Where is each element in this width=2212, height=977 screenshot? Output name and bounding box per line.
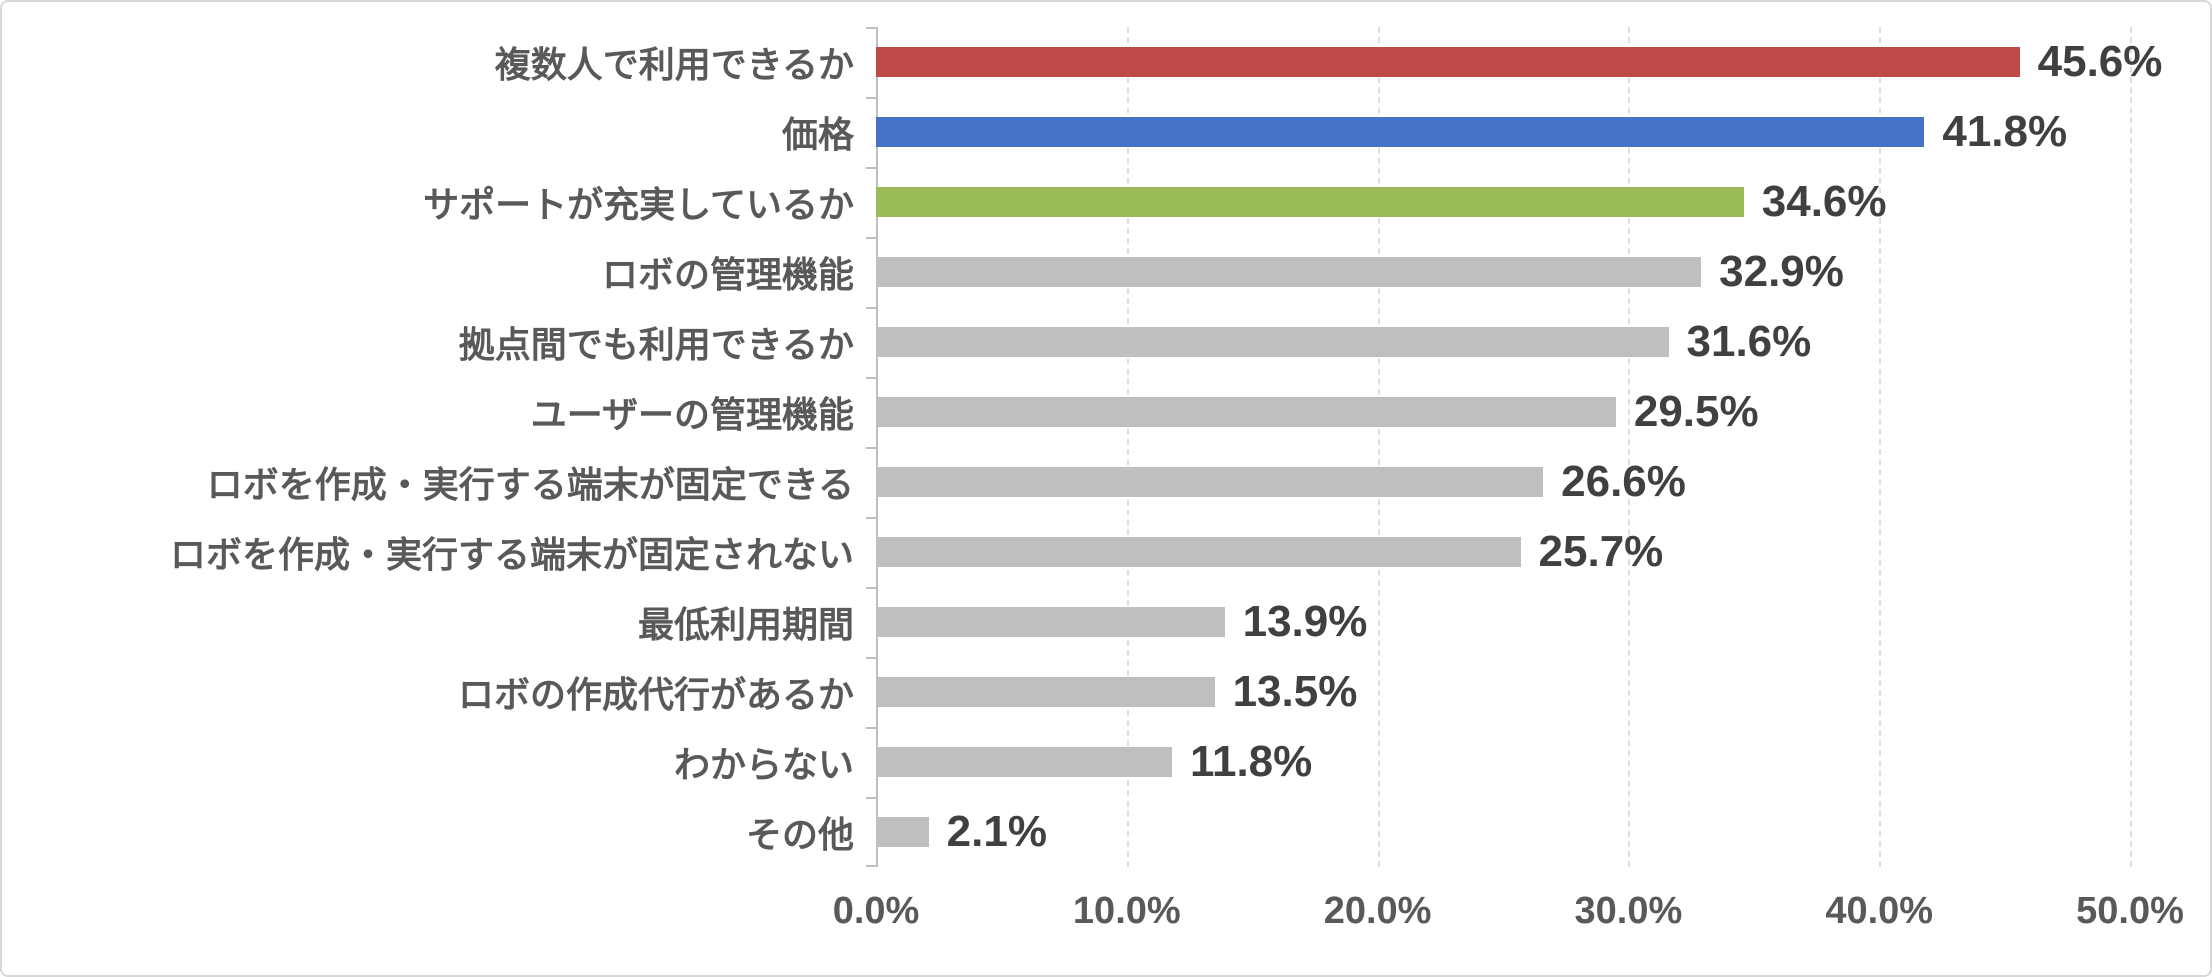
bar — [876, 117, 1925, 147]
bar — [876, 397, 1616, 427]
category-label: 複数人で利用できるか — [494, 44, 854, 85]
value-label: 32.9% — [1719, 247, 1844, 296]
axis-tick — [866, 27, 876, 29]
gridline — [1879, 27, 1882, 867]
bar-row: その他 2.1% — [2, 797, 2210, 867]
category-label: ロボの管理機能 — [601, 254, 854, 295]
bar-track: 13.9% — [876, 587, 2130, 657]
bar-row: 複数人で利用できるか 45.6% — [2, 27, 2210, 97]
axis-tick — [866, 97, 876, 99]
x-axis-tick-label: 20.0% — [1323, 890, 1432, 932]
category-label: ロボを作成・実行する端末が固定できる — [206, 464, 854, 505]
bar-row: 価格 41.8% — [2, 97, 2210, 167]
category-label: ロボを作成・実行する端末が固定されない — [169, 534, 854, 575]
value-label: 2.1% — [946, 807, 1047, 856]
bar-track: 41.8% — [876, 97, 2130, 167]
axis-tick — [866, 865, 876, 867]
axis-tick — [866, 377, 876, 379]
x-axis: 0.0% 10.0% 20.0% 30.0% 40.0% 50.0% — [833, 890, 2184, 950]
bar-row: サポートが充実しているか 34.6% — [2, 167, 2210, 237]
category-label: ユーザーの管理機能 — [530, 394, 854, 435]
x-axis-tick-label: 30.0% — [1574, 890, 1683, 932]
bar-row: 最低利用期間 13.9% — [2, 587, 2210, 657]
bar-track: 2.1% — [876, 797, 2130, 867]
value-label: 34.6% — [1761, 177, 1887, 226]
axis-tick — [866, 657, 876, 659]
axis-tick — [866, 167, 876, 169]
bar — [876, 327, 1669, 357]
axis-tick — [866, 727, 876, 729]
bar-track: 31.6% — [876, 307, 2130, 377]
x-axis-tick-label: 40.0% — [1825, 890, 1934, 932]
axis-tick — [866, 447, 876, 449]
bar-track: 45.6% — [876, 27, 2162, 97]
gridline — [2130, 27, 2132, 867]
axis-tick — [866, 587, 876, 589]
category-label: サポートが充実しているか — [423, 184, 854, 225]
bar-track: 29.5% — [876, 377, 2130, 447]
axis-tick — [866, 797, 876, 799]
bar — [876, 467, 1544, 497]
bar-row: ユーザーの管理機能 29.5% — [2, 377, 2210, 447]
category-label: わからない — [673, 744, 854, 785]
bar-row: わからない 11.8% — [2, 727, 2210, 797]
value-label: 13.9% — [1242, 597, 1368, 646]
value-label: 13.5% — [1232, 667, 1358, 716]
bar-track: 26.6% — [876, 447, 2130, 517]
category-label: 価格 — [781, 114, 854, 155]
value-label: 26.6% — [1561, 457, 1686, 506]
category-label: 拠点間でも利用できるか — [458, 324, 854, 365]
bar — [876, 187, 1744, 217]
gridline — [1377, 27, 1380, 867]
bar-row: 拠点間でも利用できるか 31.6% — [2, 307, 2210, 377]
axis-tick — [866, 307, 876, 309]
gridline — [1628, 27, 1631, 867]
bar-row: ロボの作成代行があるか 13.5% — [2, 657, 2210, 727]
category-label: その他 — [745, 814, 854, 855]
x-axis-tick-label: 0.0% — [832, 890, 920, 932]
value-label: 25.7% — [1538, 527, 1664, 576]
gridline — [1126, 27, 1129, 867]
bar — [876, 257, 1702, 287]
x-axis-tick-label: 10.0% — [1072, 890, 1181, 932]
plot-area — [866, 27, 2132, 867]
x-axis-tick-label: 50.0% — [2076, 890, 2184, 932]
category-label: ロボの作成代行があるか — [457, 674, 854, 715]
bar-rows: 複数人で利用できるか 45.6% 価格 41.8% サポートが充実しているか 34.6% ロ… — [2, 27, 2210, 867]
bar-track: 13.5% — [876, 657, 2130, 727]
bar — [876, 537, 1521, 567]
value-label: 31.6% — [1686, 317, 1812, 366]
bar-row: ロボを作成・実行する端末が固定されない 25.7% — [2, 517, 2210, 587]
category-axis-line — [876, 27, 878, 867]
bar — [876, 817, 929, 847]
bar — [876, 677, 1215, 707]
bar-row: ロボの管理機能 32.9% — [2, 237, 2210, 307]
bar-track: 25.7% — [876, 517, 2130, 587]
bar-track: 34.6% — [876, 167, 2130, 237]
bar-track: 32.9% — [876, 237, 2130, 307]
value-label: 29.5% — [1633, 387, 1759, 436]
value-label: 45.6% — [2037, 37, 2163, 86]
bar — [876, 607, 1225, 637]
bar-row: ロボを作成・実行する端末が固定できる 26.6% — [2, 447, 2210, 517]
bar — [876, 747, 1172, 777]
value-label: 41.8% — [1942, 107, 2068, 156]
axis-tick — [866, 517, 876, 519]
category-label: 最低利用期間 — [637, 604, 854, 645]
bar — [876, 47, 2020, 77]
bar-track: 11.8% — [876, 727, 2130, 797]
axis-tick — [866, 237, 876, 239]
value-label: 11.8% — [1189, 737, 1313, 786]
